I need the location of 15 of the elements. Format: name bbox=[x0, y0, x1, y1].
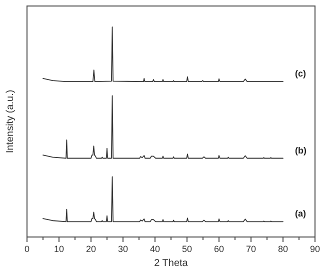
series-label: (b) bbox=[295, 145, 306, 156]
x-tick-label: 40 bbox=[150, 244, 160, 254]
y-axis-title: Intensity (a.u.) bbox=[5, 90, 16, 154]
x-tick-label: 0 bbox=[24, 244, 30, 254]
x-tick-label: 20 bbox=[86, 244, 96, 254]
x-tick-label: 90 bbox=[310, 244, 320, 254]
x-tick-label: 50 bbox=[182, 244, 192, 254]
x-tick-label: 80 bbox=[278, 244, 288, 254]
series-label: (a) bbox=[295, 208, 306, 219]
x-tick-label: 10 bbox=[54, 244, 64, 254]
x-axis-title: 2 Theta bbox=[154, 258, 188, 269]
x-tick-label: 70 bbox=[246, 244, 256, 254]
x-tick-label: 60 bbox=[214, 244, 224, 254]
series-label: (c) bbox=[295, 68, 306, 79]
x-tick-label: 30 bbox=[118, 244, 128, 254]
